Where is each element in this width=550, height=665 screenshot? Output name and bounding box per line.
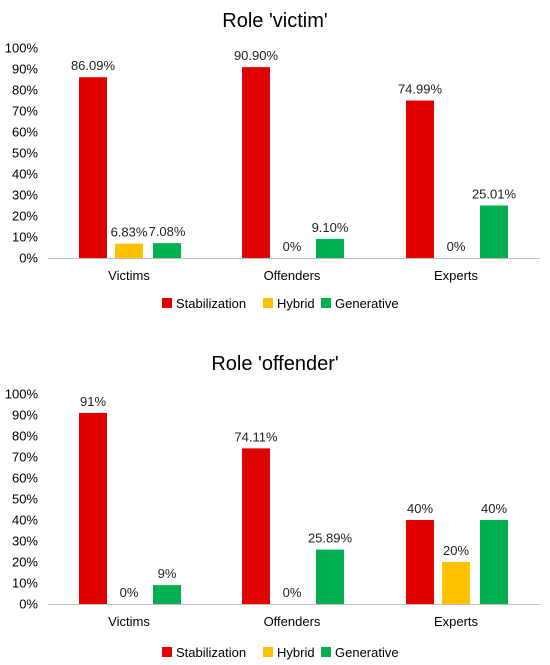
bar-generative-offenders	[316, 549, 344, 604]
data-label: 0%	[283, 239, 302, 254]
legend-swatch	[321, 647, 331, 657]
data-label: 40%	[407, 501, 433, 516]
legend-label: Stabilization	[176, 645, 246, 660]
bar-generative-offenders	[316, 238, 344, 258]
chart-title: Role 'victim'	[222, 10, 327, 32]
x-category-label: Experts	[434, 614, 479, 629]
y-tick-label: 80%	[12, 429, 38, 444]
y-tick-label: 0%	[19, 251, 38, 266]
legend-label: Stabilization	[176, 296, 246, 311]
y-tick-label: 90%	[12, 62, 38, 77]
bar-generative-experts	[480, 520, 508, 604]
bar-generative-victims	[153, 585, 181, 604]
data-label: 9.10%	[312, 220, 349, 235]
y-tick-label: 20%	[12, 209, 38, 224]
data-label: 0%	[120, 585, 139, 600]
data-label: 0%	[283, 585, 302, 600]
data-label: 20%	[443, 543, 469, 558]
y-tick-label: 40%	[12, 513, 38, 528]
y-tick-label: 80%	[12, 83, 38, 98]
data-label: 9%	[158, 566, 177, 581]
legend-label: Hybrid	[277, 645, 315, 660]
y-tick-label: 40%	[12, 167, 38, 182]
y-tick-label: 100%	[5, 387, 39, 402]
legend-swatch	[162, 647, 172, 657]
legend-label: Generative	[335, 296, 399, 311]
data-label: 86.09%	[71, 58, 116, 73]
y-tick-label: 30%	[12, 534, 38, 549]
data-label: 25.01%	[472, 186, 517, 201]
legend-swatch	[162, 298, 172, 308]
y-tick-label: 50%	[12, 492, 38, 507]
x-category-label: Experts	[434, 268, 479, 283]
bar-stabilization-offenders	[242, 67, 270, 258]
bar-hybrid-experts	[442, 562, 470, 604]
data-label: 90.90%	[234, 48, 279, 63]
bar-stabilization-offenders	[242, 448, 270, 604]
y-tick-label: 10%	[12, 576, 38, 591]
data-label: 6.83%	[111, 225, 148, 240]
bar-generative-experts	[480, 205, 508, 258]
y-tick-label: 20%	[12, 555, 38, 570]
x-category-label: Offenders	[264, 614, 321, 629]
y-tick-label: 30%	[12, 188, 38, 203]
data-label: 74.11%	[234, 429, 278, 444]
legend-swatch	[263, 647, 273, 657]
data-label: 91%	[80, 394, 106, 409]
legend-label: Hybrid	[277, 296, 315, 311]
y-tick-label: 60%	[12, 471, 38, 486]
data-label: 7.08%	[149, 224, 186, 239]
bar-stabilization-victims	[79, 77, 107, 258]
legend-swatch	[321, 298, 331, 308]
y-tick-label: 90%	[12, 408, 38, 423]
data-label: 40%	[481, 501, 507, 516]
x-category-label: Victims	[108, 268, 150, 283]
chart-title: Role 'offender'	[211, 353, 338, 375]
data-label: 0%	[447, 239, 466, 254]
x-category-label: Offenders	[264, 268, 321, 283]
chart-1: Role 'victim' 0% 10% 20% 30% 40% 50% 60% 70% 80% 9…	[5, 10, 540, 311]
legend-swatch	[263, 298, 273, 308]
y-tick-label: 70%	[12, 104, 38, 119]
y-tick-label: 70%	[12, 450, 38, 465]
data-label: 74.99%	[398, 82, 443, 97]
legend-label: Generative	[335, 645, 399, 660]
data-label: 25.89%	[308, 531, 353, 546]
chart-2: Role 'offender' 0% 10% 20% 30% 40% 50% 60% 70% 80…	[5, 353, 540, 660]
bar-stabilization-experts	[406, 100, 434, 259]
bar-hybrid-victims	[115, 243, 143, 258]
y-tick-label: 50%	[12, 146, 38, 161]
bar-stabilization-victims	[79, 412, 107, 604]
y-tick-label: 10%	[12, 230, 38, 245]
y-tick-label: 60%	[12, 125, 38, 140]
y-tick-label: 100%	[5, 41, 39, 56]
bar-stabilization-experts	[406, 520, 434, 604]
x-category-label: Victims	[108, 614, 150, 629]
y-tick-label: 0%	[19, 597, 38, 612]
bar-generative-victims	[153, 243, 181, 258]
